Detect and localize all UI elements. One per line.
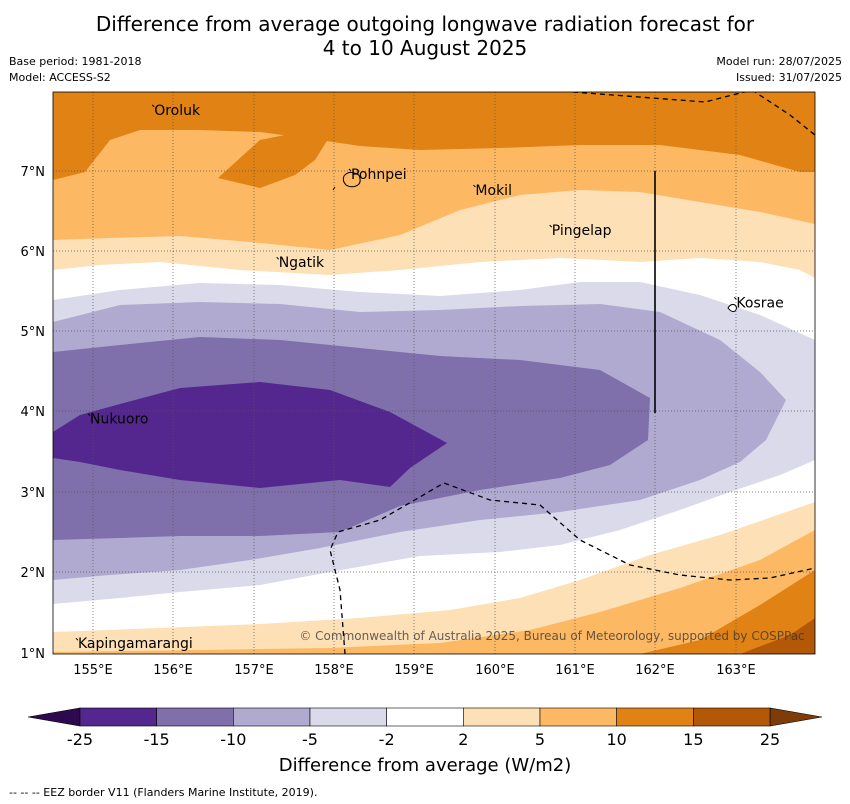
- colorbar-cells: [79, 707, 771, 727]
- colorbar-tick-label: 15: [683, 730, 704, 749]
- place-marker: [151, 104, 155, 108]
- place-marker: [549, 224, 553, 228]
- lat-axis-labels: 7°N 6°N 5°N 4°N 3°N 2°N 1°N: [21, 165, 46, 662]
- place-marker: [276, 256, 280, 260]
- lat-label: 3°N: [21, 486, 46, 501]
- lon-label: 158°E: [314, 663, 354, 678]
- title-line-2: 4 to 10 August 2025: [322, 36, 528, 60]
- colorbar-cell: [79, 707, 157, 727]
- colorbar-cell: [693, 707, 771, 727]
- place-label: Kosrae: [736, 295, 783, 311]
- lon-label: 155°E: [73, 663, 113, 678]
- place-marker: [75, 637, 79, 641]
- lat-label: 6°N: [21, 245, 46, 260]
- colorbar-cell: [233, 707, 311, 727]
- pohnpei-outline: [342, 171, 361, 188]
- colorbar-title: Difference from average (W/m2): [278, 755, 572, 776]
- lat-label: 4°N: [21, 405, 46, 420]
- colorbar-tick-label: -10: [220, 730, 247, 749]
- colorbar-cell: [616, 707, 694, 727]
- kosrae-outline: [727, 303, 737, 313]
- lon-label: 160°E: [475, 663, 515, 678]
- colorbar-tick-label: 25: [759, 730, 781, 749]
- colorbar-cell: [463, 707, 541, 727]
- place-label: Oroluk: [154, 103, 201, 119]
- contour-fills: Oroluk Pohnpei Mokil Pingelap Ngatik Kosrae Nu…: [53, 92, 815, 654]
- graticule: [53, 92, 815, 654]
- footnote: -- -- -- EEZ border V11 (Flanders Marine…: [9, 786, 318, 799]
- place-label: Ngatik: [279, 255, 325, 271]
- place-marker: [87, 413, 91, 416]
- place-label: Kapingamarangi: [78, 636, 193, 652]
- colorbar-cell: [386, 707, 464, 727]
- lon-axis-labels: 155°E 156°E 157°E 158°E 159°E 160°E 161°…: [73, 663, 756, 678]
- lat-label: 5°N: [21, 325, 46, 340]
- place-marker: [734, 296, 737, 300]
- colorbar-max-arrow: [769, 707, 823, 727]
- colorbar-tick-label: 10: [606, 730, 627, 749]
- place-label: Mokil: [475, 183, 512, 199]
- map-frame: [52, 91, 816, 655]
- colorbar-cell: [156, 707, 234, 727]
- lat-label: 1°N: [21, 647, 46, 662]
- band-minus15to25: [53, 382, 447, 488]
- place-label: Pingelap: [552, 223, 612, 239]
- lon-label: 157°E: [234, 663, 274, 678]
- colorbar-tick-label: -2: [378, 730, 395, 749]
- place-label: Nukuoro: [90, 412, 148, 428]
- colorbar-cell: [539, 707, 617, 727]
- lon-label: 162°E: [635, 663, 675, 678]
- colorbar: [27, 707, 823, 727]
- colorbar-tick-label: 2: [458, 730, 469, 749]
- lon-label: 159°E: [394, 663, 434, 678]
- place-label: Pohnpei: [351, 167, 407, 183]
- lon-label: 163°E: [716, 663, 756, 678]
- meta-right: Model run: 28/07/2025 Issued: 31/07/2025: [716, 54, 842, 86]
- pohnpei-atoll-mark: [332, 186, 336, 191]
- place-marker: [348, 168, 352, 172]
- place-labels: Oroluk Pohnpei Mokil Pingelap Ngatik Kosrae Nu…: [75, 103, 784, 652]
- colorbar-tick-label: -5: [302, 730, 318, 749]
- band-5to10-south: [53, 530, 815, 654]
- colorbar-min-arrow: [27, 707, 81, 727]
- model-run-text: Model run: 28/07/2025: [716, 55, 842, 68]
- colorbar-cell: [309, 707, 387, 727]
- title-line-1: Difference from average outgoing longwav…: [95, 12, 755, 36]
- colorbar-tick-label: 5: [534, 730, 546, 749]
- place-marker: [473, 184, 476, 188]
- lon-label: 161°E: [555, 663, 595, 678]
- eez-border: [329, 92, 815, 654]
- band-15to25-south: [740, 618, 815, 654]
- band-10to15-south: [640, 570, 815, 654]
- copyright-text: © Commonwealth of Australia 2025, Bureau…: [299, 629, 804, 643]
- colorbar-tick-label: -15: [143, 730, 170, 749]
- issued-text: Issued: 31/07/2025: [735, 71, 842, 84]
- colorbar-tick-label: -25: [66, 730, 94, 749]
- lat-label: 7°N: [21, 165, 46, 180]
- meta-left: Base period: 1981-2018 Model: ACCESS-S2: [9, 54, 141, 86]
- lon-label: 156°E: [153, 663, 193, 678]
- band-10to15-north-main: [53, 92, 815, 180]
- lat-label: 2°N: [21, 566, 46, 581]
- band-10to15-north-lobe: [218, 132, 330, 188]
- model-text: Model: ACCESS-S2: [9, 71, 111, 84]
- base-period-text: Base period: 1981-2018: [9, 55, 142, 68]
- map-title: Difference from average outgoing longwav…: [0, 12, 850, 60]
